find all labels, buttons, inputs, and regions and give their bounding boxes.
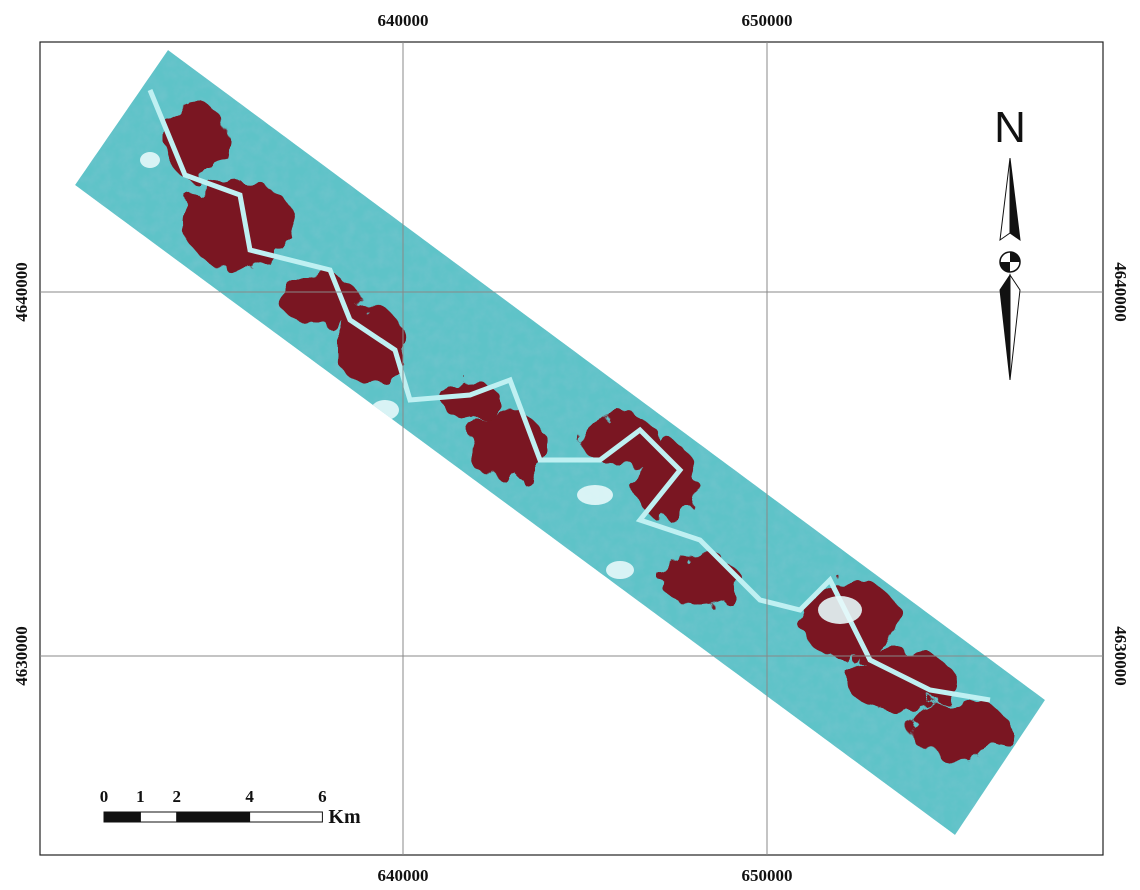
y-coord-label: 4640000: [12, 262, 31, 322]
scale-label: 4: [245, 787, 254, 806]
x-coord-label: 650000: [742, 866, 793, 885]
x-coord-label: 640000: [378, 11, 429, 30]
scale-unit: Km: [328, 806, 361, 828]
scale-label: 2: [173, 787, 182, 806]
scale-label: 1: [136, 787, 145, 806]
scale-label: 0: [100, 787, 109, 806]
north-label: N: [994, 103, 1026, 152]
page: {"map": { "x_labels": [640000, 650000], …: [0, 0, 1140, 890]
scale-segment: [177, 812, 250, 822]
map: N 0 1 2 4 6Km 640000 640000 650000 650000 464000…: [0, 0, 1140, 890]
scale-segment: [140, 812, 176, 822]
y-coord-label: 4630000: [1111, 626, 1130, 686]
scale-label: 6: [318, 787, 327, 806]
scale-segment: [250, 812, 323, 822]
y-coord-label: 4640000: [1111, 262, 1130, 322]
y-coord-label: 4630000: [12, 626, 31, 686]
scale-segment: [104, 812, 140, 822]
x-coord-label: 650000: [742, 11, 793, 30]
x-coord-label: 640000: [378, 866, 429, 885]
